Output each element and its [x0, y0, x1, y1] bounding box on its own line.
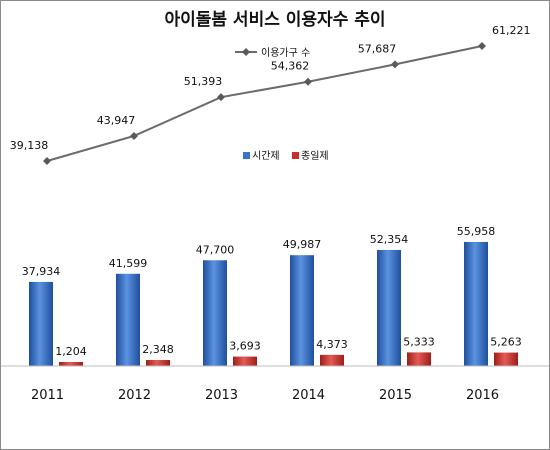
legend-full-day-label: 종일제 — [301, 150, 329, 162]
legend-part-time-label: 시간제 — [252, 150, 280, 162]
line-point-2015 — [391, 60, 399, 69]
bar-full-day-label-2015: 5,333 — [403, 335, 435, 348]
bar-full-day-2013 — [233, 356, 257, 366]
legend-part-time-swatch — [243, 152, 250, 159]
line-label-2012: 43,947 — [97, 114, 136, 127]
bar-full-day-2015 — [407, 352, 431, 366]
bar-full-day-label-2014: 4,373 — [316, 338, 348, 351]
bar-series-group: 37,934 1,204 41,599 2,348 47,700 3,693 49,987 4… — [22, 225, 522, 366]
bar-full-day-label-2012: 2,348 — [142, 343, 174, 356]
legend-line-marker — [242, 48, 250, 56]
bar-part-time-2012 — [116, 273, 140, 366]
line-label-2011: 39,138 — [10, 139, 49, 152]
bar-part-time-2011 — [29, 281, 53, 366]
bar-full-day-label-2011: 1,204 — [55, 345, 87, 358]
bar-part-time-label-2015: 52,354 — [370, 233, 409, 246]
bar-full-day-label-2013: 3,693 — [229, 340, 261, 353]
line-label-2016: 61,221 — [492, 24, 531, 37]
x-tick-2013: 2013 — [205, 388, 238, 403]
line-label-2014: 54,362 — [271, 60, 310, 73]
bar-part-time-2013 — [203, 260, 227, 366]
legend-line-label: 이용가구 수 — [261, 47, 310, 59]
bar-part-time-2014 — [290, 255, 314, 366]
line-label-2015: 57,687 — [358, 42, 397, 55]
bar-part-time-2015 — [377, 249, 401, 366]
bar-part-time-label-2012: 41,599 — [109, 257, 148, 270]
bar-full-day-2012 — [146, 360, 170, 366]
chart-title: 아이돌봄 서비스 이용자수 추이 — [164, 10, 385, 30]
line-point-2011 — [43, 157, 51, 165]
bar-part-time-2016 — [464, 241, 488, 366]
x-tick-2015: 2015 — [379, 388, 412, 403]
bar-full-day-2011 — [59, 362, 83, 366]
line-point-2013 — [217, 93, 225, 102]
x-tick-2016: 2016 — [466, 388, 499, 403]
x-tick-2011: 2011 — [31, 388, 64, 403]
bar-part-time-label-2014: 49,987 — [283, 238, 322, 251]
x-tick-2014: 2014 — [292, 388, 325, 403]
bar-part-time-label-2013: 47,700 — [196, 243, 235, 256]
bar-part-time-label-2011: 37,934 — [22, 265, 61, 278]
x-tick-2012: 2012 — [118, 388, 151, 403]
line-label-2013: 51,393 — [184, 75, 223, 88]
x-axis-ticks: 2011 2012 2013 2014 2015 2016 — [31, 388, 499, 403]
line-households — [46, 45, 483, 162]
legend-full-day-swatch — [292, 152, 299, 159]
bar-part-time-label-2016: 55,958 — [457, 225, 496, 238]
line-point-2016 — [478, 42, 486, 50]
bar-full-day-2016 — [494, 352, 518, 366]
line-series-group: 39,138 43,947 51,393 54,362 57,687 61,221 — [10, 24, 531, 165]
line-point-2014 — [304, 77, 312, 86]
bar-full-day-2014 — [320, 354, 344, 366]
line-point-2012 — [130, 131, 138, 140]
bar-full-day-label-2016: 5,263 — [490, 336, 522, 349]
